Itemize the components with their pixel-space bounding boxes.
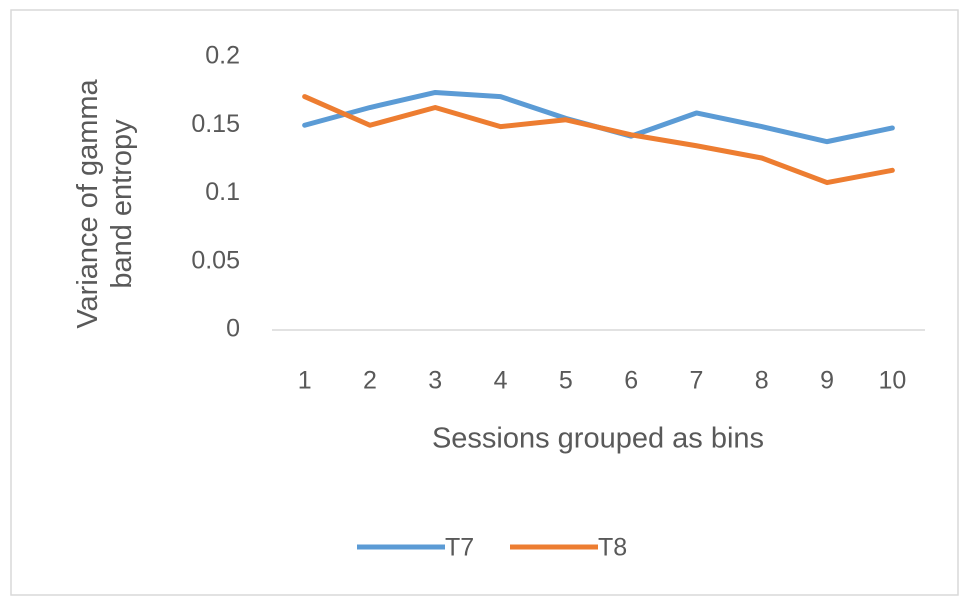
legend-label: T7	[445, 534, 474, 562]
y-axis-title: Variance of gamma band entropy	[72, 79, 138, 329]
y-tick-label: 0.1	[205, 178, 240, 206]
x-tick-label: 9	[820, 367, 834, 395]
series-line	[302, 94, 895, 186]
x-tick-label: 1	[298, 367, 312, 395]
legend-label: T8	[598, 534, 627, 562]
x-tick-label: 5	[559, 367, 573, 395]
x-tick-label: 2	[363, 367, 377, 395]
x-tick-label: 3	[428, 367, 442, 395]
y-tick-label: 0.2	[205, 42, 240, 70]
x-tick-label: 8	[755, 367, 769, 395]
x-axis-title: Sessions grouped as bins	[432, 423, 764, 455]
x-tick-label: 7	[689, 367, 703, 395]
y-tick-label: 0	[226, 315, 240, 343]
y-tick-label: 0.05	[191, 246, 240, 274]
x-tick-label: 4	[494, 367, 508, 395]
chart-border	[10, 9, 959, 596]
y-tick-label: 0.15	[191, 110, 240, 138]
x-tick-label: 10	[878, 367, 906, 395]
x-tick-label: 6	[624, 367, 638, 395]
